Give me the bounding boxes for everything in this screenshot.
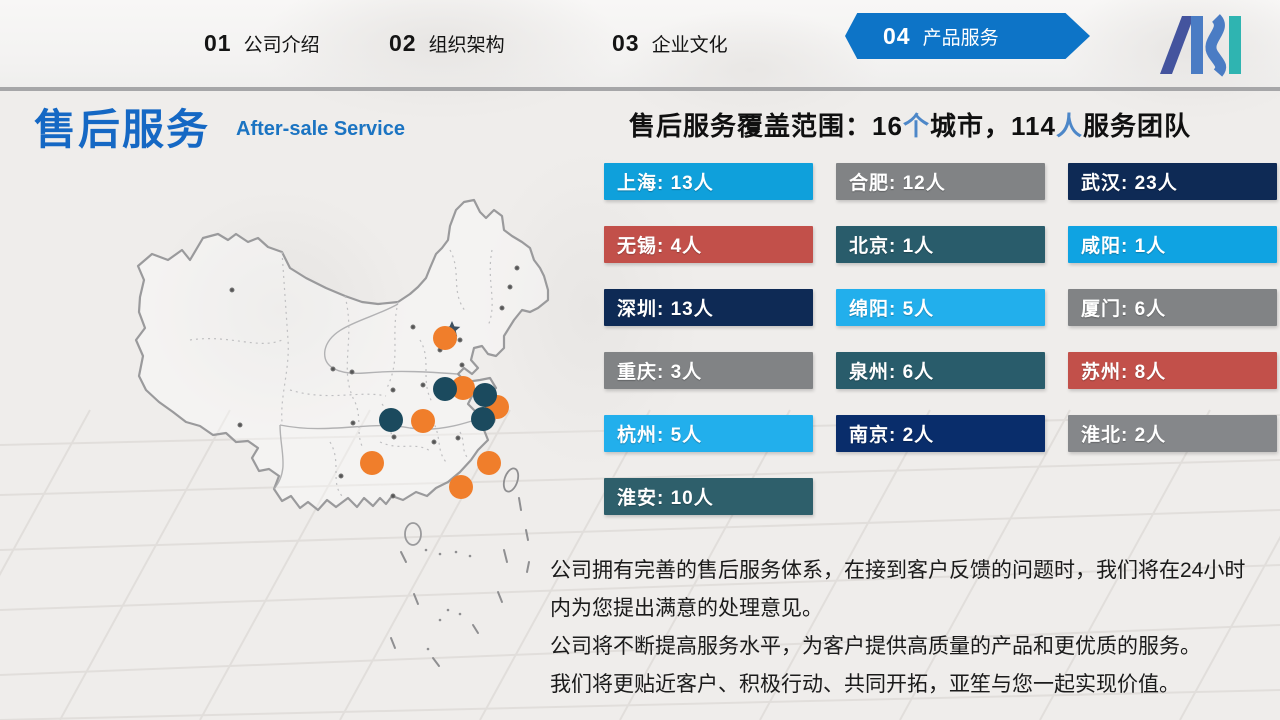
coverage-headline: 售后服务覆盖范围：16个城市，114人服务团队 bbox=[560, 106, 1260, 143]
nav-item-products-active[interactable]: 04 产品服务 bbox=[845, 13, 1090, 59]
coverage-prefix: 售后服务覆盖范围： bbox=[629, 111, 873, 141]
after-sale-description: 公司拥有完善的售后服务体系，在接到客户反馈的问题时，我们将在24小时内为您提出满… bbox=[550, 552, 1256, 704]
nav-item-label: 组织架构 bbox=[428, 34, 505, 56]
badge-column-1: 上海: 13人 无锡: 4人 深圳: 13人 重庆: 3人 杭州: 5人 淮安:… bbox=[604, 163, 813, 515]
city-badge-label: 重庆: 3人 bbox=[617, 362, 703, 383]
coverage-people-count: 114 bbox=[1010, 111, 1056, 141]
city-badge-label: 合肥: 12人 bbox=[849, 173, 946, 194]
city-badge-label: 杭州: 5人 bbox=[617, 425, 703, 446]
city-badge-label: 苏州: 8人 bbox=[1081, 362, 1167, 383]
city-badge-shanghai: 上海: 13人 bbox=[604, 163, 813, 200]
city-badge-beijing: 北京: 1人 bbox=[836, 226, 1045, 263]
description-line: 我们将更贴近客户、积极行动、共同开拓，亚笙与您一起实现价值。 bbox=[550, 673, 1180, 696]
city-badge-xiamen: 厦门: 6人 bbox=[1068, 289, 1277, 326]
city-badge-label: 南京: 2人 bbox=[849, 425, 935, 446]
coverage-city-count: 16 bbox=[872, 111, 903, 141]
page-title-en: After-sale Service bbox=[236, 118, 405, 140]
nav-item-number: 02 bbox=[389, 29, 417, 56]
coverage-city-unit: 个 bbox=[902, 111, 930, 141]
south-sea-islands bbox=[390, 497, 530, 667]
city-badge-label: 上海: 13人 bbox=[617, 173, 714, 194]
city-badge-label: 武汉: 23人 bbox=[1081, 173, 1178, 194]
city-badge-label: 深圳: 13人 bbox=[617, 299, 714, 320]
city-dot-dark bbox=[473, 383, 497, 407]
city-badge-nanjing: 南京: 2人 bbox=[836, 415, 1045, 452]
nav-item-number: 01 bbox=[204, 29, 232, 56]
description-line: 公司将不断提高服务水平，为客户提供高质量的产品和更优质的服务。 bbox=[550, 635, 1201, 658]
nav-item-organization[interactable]: 02 组织架构 bbox=[389, 26, 505, 60]
company-logo-asi-icon bbox=[1160, 14, 1241, 77]
city-badge-grid: 上海: 13人 无锡: 4人 深圳: 13人 重庆: 3人 杭州: 5人 淮安:… bbox=[604, 163, 1277, 515]
city-badge-shenzhen: 深圳: 13人 bbox=[604, 289, 813, 326]
city-badge-huaian: 淮安: 10人 bbox=[604, 478, 813, 515]
description-line: 公司拥有完善的售后服务体系，在接到客户反馈的问题时，我们将在24小时内为您提出满… bbox=[550, 559, 1246, 620]
taiwan-island bbox=[502, 467, 520, 493]
nav-item-culture[interactable]: 03 企业文化 bbox=[612, 26, 728, 60]
page-title-zh: 售后服务 bbox=[34, 106, 211, 153]
city-dot-dark bbox=[433, 377, 457, 401]
city-dot-orange bbox=[477, 451, 501, 475]
city-badge-label: 绵阳: 5人 bbox=[849, 299, 935, 320]
city-badge-wuhan: 武汉: 23人 bbox=[1068, 163, 1277, 200]
hainan-island bbox=[404, 522, 422, 546]
city-dot-dark bbox=[379, 408, 403, 432]
city-dot-dark bbox=[471, 407, 495, 431]
nav-item-label: 企业文化 bbox=[651, 34, 728, 56]
badge-column-2: 合肥: 12人 北京: 1人 绵阳: 5人 泉州: 6人 南京: 2人 bbox=[836, 163, 1045, 515]
city-badge-suzhou: 苏州: 8人 bbox=[1068, 352, 1277, 389]
city-badge-label: 北京: 1人 bbox=[849, 236, 935, 257]
city-dot-orange bbox=[451, 376, 475, 400]
coverage-people-unit: 人 bbox=[1055, 111, 1083, 141]
city-badge-hangzhou: 杭州: 5人 bbox=[604, 415, 813, 452]
nav-item-label: 产品服务 bbox=[922, 27, 999, 49]
nav-item-number: 04 bbox=[883, 22, 911, 49]
city-badge-quanzhou: 泉州: 6人 bbox=[836, 352, 1045, 389]
china-map bbox=[134, 198, 550, 667]
coverage-mid: 城市， bbox=[929, 111, 1011, 141]
city-badge-chongqing: 重庆: 3人 bbox=[604, 352, 813, 389]
nav-item-number: 03 bbox=[612, 29, 640, 56]
city-badge-label: 无锡: 4人 bbox=[617, 236, 703, 257]
city-badge-huaibei: 淮北: 2人 bbox=[1068, 415, 1277, 452]
city-badge-label: 厦门: 6人 bbox=[1081, 299, 1167, 320]
city-badge-wuxi: 无锡: 4人 bbox=[604, 226, 813, 263]
nav-item-label: 公司介绍 bbox=[243, 34, 320, 56]
city-badge-hefei: 合肥: 12人 bbox=[836, 163, 1045, 200]
south-sea-dots bbox=[424, 548, 472, 651]
city-dot-orange bbox=[411, 409, 435, 433]
city-badge-label: 咸阳: 1人 bbox=[1081, 236, 1167, 257]
badge-column-3: 武汉: 23人 咸阳: 1人 厦门: 6人 苏州: 8人 淮北: 2人 bbox=[1068, 163, 1277, 515]
coverage-suffix: 服务团队 bbox=[1082, 111, 1191, 141]
section-nav: 01 公司介绍 02 组织架构 03 企业文化 04 产品服务 bbox=[0, 0, 1280, 88]
city-badge-label: 泉州: 6人 bbox=[849, 362, 935, 383]
city-badge-xianyang: 咸阳: 1人 bbox=[1068, 226, 1277, 263]
city-badge-label: 淮北: 2人 bbox=[1081, 425, 1167, 446]
city-badge-mianyang: 绵阳: 5人 bbox=[836, 289, 1045, 326]
nav-item-company-intro[interactable]: 01 公司介绍 bbox=[204, 26, 320, 60]
city-dot-orange bbox=[449, 475, 473, 499]
city-dot-orange bbox=[433, 326, 457, 350]
city-badge-label: 淮安: 10人 bbox=[617, 488, 714, 509]
city-dot-orange bbox=[360, 451, 384, 475]
